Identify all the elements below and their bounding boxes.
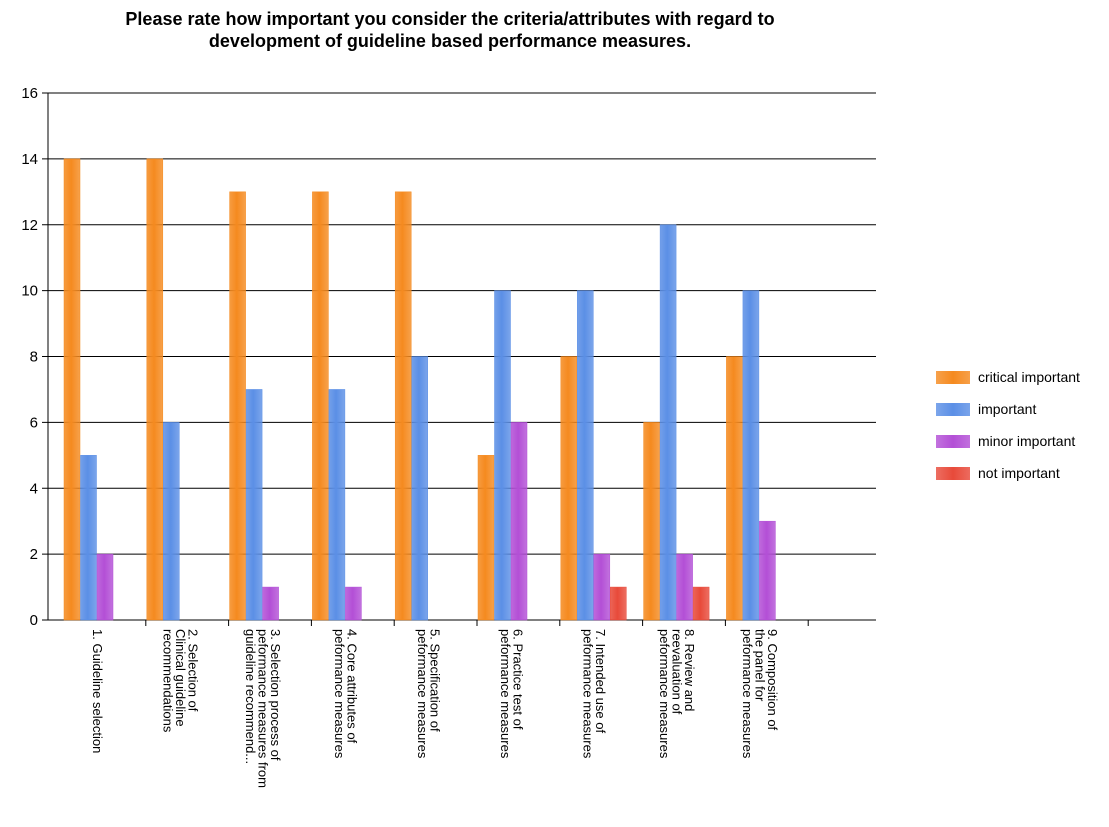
bar-critical-important-7 (560, 356, 578, 621)
legend-swatch (936, 370, 970, 384)
legend: critical important important minor importa… (936, 366, 1080, 494)
category-label: 2. Selection ofClinical guidelinerecomme… (160, 629, 200, 733)
bar-critical-important-6 (477, 455, 495, 621)
bar-critical-important-9 (726, 356, 743, 621)
bar-important-1 (80, 455, 97, 621)
bar-minor-important-8 (676, 553, 693, 621)
y-tick-label: 12 (21, 217, 38, 234)
bar-not-important-7 (610, 586, 627, 621)
chart-title-line-1: Please rate how important you consider t… (125, 9, 775, 29)
bar-important-8 (659, 224, 677, 621)
bar-critical-important-5 (394, 191, 412, 621)
bar-important-6 (494, 290, 511, 621)
bar-important-4 (328, 389, 346, 621)
y-tick-label: 2 (30, 546, 38, 563)
category-label: 7. Intended use ofpeformance measures (581, 629, 609, 759)
bar-important-9 (742, 290, 760, 621)
y-tick-label: 8 (30, 349, 38, 366)
category-label: 6. Practice test ofpeformance measures (498, 629, 526, 759)
y-tick-label: 10 (21, 283, 38, 300)
category-label: 1. Guideline selection (90, 629, 105, 753)
bar-minor-important-3 (262, 586, 279, 621)
legend-label: minor important (978, 433, 1076, 449)
category-label: 9. Composition ofthe panel forpeformance… (740, 629, 780, 759)
bar-critical-important-8 (643, 422, 660, 621)
y-tick-label: 0 (30, 612, 38, 629)
category-label: 5. Specification ofpeformance measures (415, 629, 443, 759)
legend-label: critical important (978, 369, 1080, 385)
category-label: 3. Selection process ofpeformance measur… (243, 629, 283, 788)
bar-not-important-8 (692, 586, 710, 621)
y-tick-label: 16 (21, 85, 38, 102)
bar-minor-important-7 (593, 553, 611, 621)
legend-item: not important (936, 462, 1080, 484)
bar-critical-important-1 (63, 158, 81, 621)
chart-title-line-2: development of guideline based performan… (208, 31, 692, 51)
legend-item: important (936, 398, 1080, 420)
bar-important-7 (577, 290, 594, 621)
bar-minor-important-9 (759, 520, 776, 621)
category-labels: 1. Guideline selection 2. Selection ofCli… (90, 629, 780, 788)
legend-item: critical important (936, 366, 1080, 388)
chart-title: Please rate how important you consider t… (0, 8, 900, 52)
legend-label: not important (978, 465, 1060, 481)
legend-swatch (936, 402, 970, 416)
category-label: 8. Review andreevaluation ofpeformance m… (657, 629, 697, 759)
legend-swatch (936, 434, 970, 448)
category-label: 4. Core attributes ofpeformance measures (332, 629, 360, 759)
legend-item: minor important (936, 430, 1080, 452)
bar-important-2 (163, 422, 180, 621)
bar-critical-important-2 (146, 158, 164, 621)
bar-critical-important-4 (312, 191, 329, 621)
bar-important-3 (245, 389, 263, 621)
bar-minor-important-4 (345, 586, 362, 621)
y-tick-label: 4 (30, 480, 38, 497)
bar-critical-important-3 (229, 191, 246, 621)
bars (63, 158, 776, 621)
legend-swatch (936, 466, 970, 480)
bar-important-5 (411, 356, 428, 621)
bar-minor-important-6 (510, 422, 528, 621)
y-tick-label: 6 (30, 414, 38, 431)
legend-label: important (978, 401, 1037, 417)
bar-minor-important-1 (96, 553, 114, 621)
y-tick-label: 14 (21, 151, 38, 168)
